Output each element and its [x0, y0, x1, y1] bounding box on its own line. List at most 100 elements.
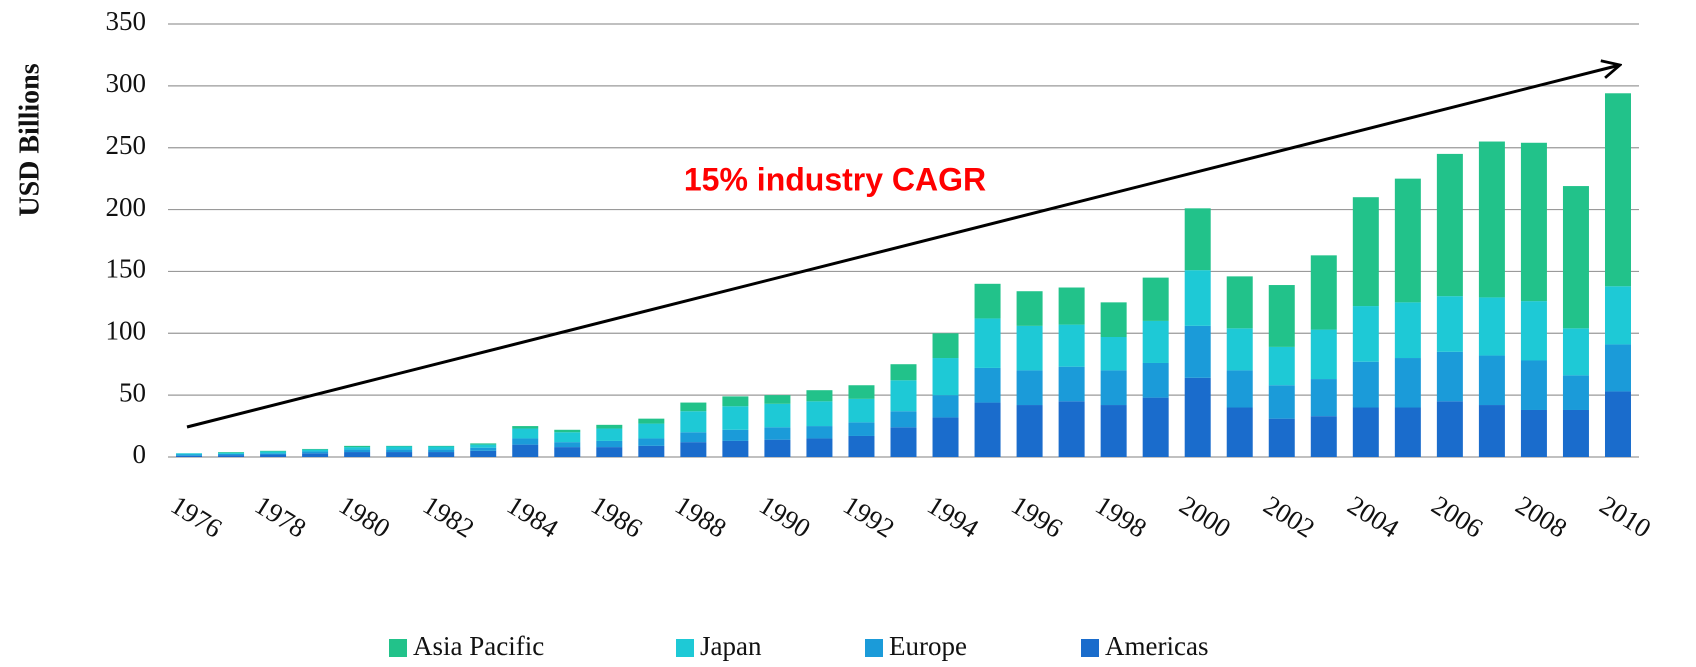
bar-segment	[1478, 405, 1505, 457]
bar-segment	[344, 447, 371, 450]
x-tick-label: 2000	[1174, 490, 1236, 544]
bar-segment	[1562, 186, 1589, 329]
bar-segment	[428, 446, 455, 450]
bar-segment	[596, 447, 623, 457]
bar-segment	[1142, 320, 1169, 363]
legend-swatch	[389, 639, 407, 657]
bar-segment	[848, 398, 875, 423]
bar-segment	[596, 428, 623, 441]
bar-segment	[1352, 361, 1379, 408]
bar-segment	[1352, 407, 1379, 457]
bar-segment	[890, 411, 917, 428]
bar-segment	[1142, 277, 1169, 321]
bar-segment	[1226, 276, 1253, 329]
bar-segment	[1226, 370, 1253, 408]
bar-segment	[680, 402, 707, 412]
y-tick-label: 50	[119, 377, 146, 407]
bar-segment	[386, 445, 413, 447]
bar-segment	[428, 445, 455, 447]
bar-segment	[1142, 362, 1169, 398]
legend-label: Americas	[1105, 631, 1208, 661]
legend-swatch	[865, 639, 883, 657]
bar-segment	[848, 422, 875, 436]
bar-segment	[890, 380, 917, 412]
bar-segment	[638, 423, 665, 439]
annotation: 15% industry CAGR	[684, 161, 986, 197]
bar-segment	[1100, 370, 1127, 406]
bar-segment	[1436, 296, 1463, 352]
bar-segment	[806, 401, 833, 427]
bar-segment	[932, 417, 959, 457]
y-tick-label: 100	[106, 315, 147, 345]
bar-segment	[302, 448, 329, 450]
bar-segment	[932, 358, 959, 396]
bar-segment	[218, 455, 245, 457]
bar-segment	[1562, 375, 1589, 410]
bar-segment	[1100, 405, 1127, 457]
bar-segment	[932, 333, 959, 359]
bar-segment	[1394, 407, 1421, 457]
bar-segment	[1436, 401, 1463, 457]
x-tick-label: 1992	[838, 490, 900, 544]
legend-item: Americas	[1081, 631, 1208, 661]
bar-segment	[554, 432, 581, 443]
bar-segment	[596, 440, 623, 448]
bar-segment	[974, 283, 1001, 319]
bar-segment	[1058, 366, 1085, 402]
bar-segment	[1016, 291, 1043, 326]
y-tick-label: 0	[133, 439, 147, 469]
bar-segment	[1520, 301, 1547, 361]
x-tick-label: 1980	[334, 490, 396, 544]
bar-segment	[1436, 153, 1463, 297]
x-tick-label: 2008	[1511, 490, 1573, 544]
bar-segment	[470, 444, 497, 448]
bar-segment	[764, 395, 791, 404]
bar-segment	[1100, 302, 1127, 337]
legend-label: Europe	[889, 631, 967, 661]
bar-segment	[722, 406, 749, 430]
bar-segment	[890, 427, 917, 457]
bar-segment	[722, 396, 749, 407]
bar-segment	[638, 418, 665, 424]
y-tick-label: 150	[106, 254, 147, 284]
bar-segment	[470, 450, 497, 457]
bar-segment	[1058, 287, 1085, 325]
bar-segment	[470, 447, 497, 451]
bar-segment	[554, 442, 581, 448]
y-tick-label: 300	[106, 68, 147, 98]
bar-segment	[974, 402, 1001, 457]
bar-segment	[218, 453, 245, 456]
bar-segment	[1604, 93, 1631, 287]
bar-segment	[1058, 324, 1085, 367]
bar-segment	[1310, 379, 1337, 417]
bar-segment	[680, 432, 707, 443]
bar-segment	[890, 364, 917, 381]
bar-segment	[1268, 418, 1295, 457]
x-tick-label: 1982	[418, 490, 480, 544]
x-tick-label: 1976	[166, 490, 228, 544]
x-tick-label: 1988	[670, 490, 732, 544]
x-tick-label: 2004	[1342, 490, 1404, 544]
bar-segment	[1268, 285, 1295, 347]
bar-segment	[218, 452, 245, 453]
bar-segment	[512, 438, 539, 445]
bar-segment	[680, 442, 707, 457]
bar-segment	[1268, 385, 1295, 419]
legend-item: Japan	[676, 631, 762, 661]
bar-segment	[1142, 397, 1169, 457]
bar-segment	[1436, 351, 1463, 402]
bar-segment	[1226, 407, 1253, 457]
bar-segment	[764, 427, 791, 440]
bar-segment	[638, 438, 665, 446]
bar-segment	[848, 385, 875, 399]
y-tick-label: 350	[106, 6, 147, 36]
bar-segment	[1394, 358, 1421, 408]
bar-segment	[1016, 370, 1043, 406]
bar-segment	[1394, 178, 1421, 303]
bar-segment	[806, 390, 833, 402]
bar-segment	[554, 429, 581, 433]
bar-segment	[260, 453, 287, 455]
bar-segment	[974, 318, 1001, 368]
x-tick-label: 1994	[922, 490, 984, 544]
bar-segment	[428, 452, 455, 457]
